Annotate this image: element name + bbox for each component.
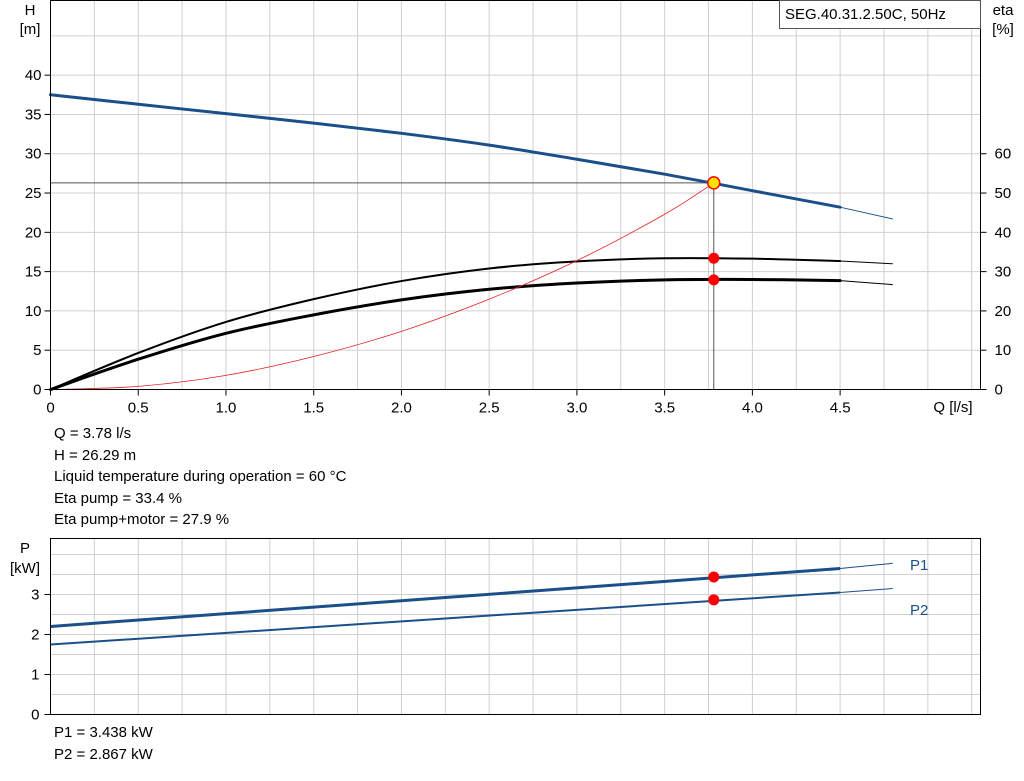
eta-tick-label: 60 <box>995 146 1012 163</box>
eta_total-curve-extension <box>840 280 893 286</box>
power-tick-label: 0 <box>31 707 39 724</box>
p2-readout: P2 = 2.867 kW <box>54 745 153 763</box>
operating-point-info: Q = 3.78 l/s H = 26.29 m Liquid temperat… <box>54 423 346 531</box>
duty-point-marker <box>707 176 721 190</box>
legend-box-label: SEG.40.31.2.50C, 50Hz <box>785 6 946 23</box>
p2-curve-extension <box>840 588 893 593</box>
power-chart-curves <box>50 562 893 646</box>
legend-box <box>779 0 981 29</box>
p1-series-label: P1 <box>910 557 928 574</box>
head-tick-label: 30 <box>25 146 42 163</box>
x-tick-label: 3.5 <box>654 400 675 417</box>
power-chart-grid <box>50 538 981 715</box>
power-tick-label: 2 <box>31 627 39 644</box>
power-tick-label: 3 <box>31 587 39 604</box>
x-tick-label: 1.5 <box>303 400 324 417</box>
x-tick-label: 1.0 <box>216 400 237 417</box>
eta-tick-label: 10 <box>995 342 1012 359</box>
p1-curve-extension <box>840 562 893 569</box>
eta-tick-label: 0 <box>995 382 1003 399</box>
power-axis-title: P <box>20 540 30 557</box>
flow-readout: Q = 3.78 l/s <box>54 425 132 442</box>
head-tick-label: 40 <box>25 67 42 84</box>
head-tick-label: 20 <box>25 224 42 241</box>
head-chart-ticks: 0 0.5 1.0 1.5 2.0 2.5 3.0 3.5 4.0 4.5 0 5 10 15 20 25 30… <box>25 67 1011 416</box>
head-tick-label: 0 <box>33 382 41 399</box>
x-tick-label: 3.0 <box>566 400 587 417</box>
eta-tick-label: 50 <box>995 185 1012 202</box>
head-chart-frame <box>50 0 981 390</box>
eta-tick-label: 20 <box>995 303 1012 320</box>
power-axis-unit: [kW] <box>10 560 40 577</box>
head-tick-label: 15 <box>25 264 42 281</box>
eta-pump-readout: Eta pump = 33.4 % <box>54 489 182 507</box>
head-chart-grid <box>50 0 981 390</box>
power-chart-frame <box>50 538 981 715</box>
head-axis-title: H <box>25 2 36 19</box>
p1-operating-marker <box>708 571 720 583</box>
head-tick-label: 10 <box>25 303 42 320</box>
p1-curve <box>50 567 841 628</box>
temperature-readout: Liquid temperature during operation = 60… <box>54 468 347 485</box>
eta-pump-operating-marker <box>708 252 720 264</box>
head-tick-label: 25 <box>25 185 42 202</box>
head-tick-label: 35 <box>25 106 42 123</box>
x-tick-label: 2.5 <box>479 400 500 417</box>
x-tick-label: 4.0 <box>742 400 763 417</box>
eta-axis-title: eta <box>993 2 1015 19</box>
p2-operating-marker <box>708 594 720 606</box>
eta-tick-label: 40 <box>995 224 1012 241</box>
system-curve <box>50 182 715 390</box>
x-tick-label: 0.5 <box>128 400 149 417</box>
power-tick-label: 1 <box>31 667 39 684</box>
eta-tick-label: 30 <box>995 264 1012 281</box>
p2-curve <box>50 591 841 646</box>
power-chart-ticks: 0 1 2 3 <box>31 587 51 724</box>
eta_pump-curve-extension <box>840 260 893 265</box>
power-info: P1 = 3.438 kW P2 = 2.867 kW <box>54 722 153 765</box>
head-readout: H = 26.29 m <box>54 446 137 464</box>
head-axis-unit: [m] <box>20 21 41 38</box>
eta-axis-unit: [%] <box>992 21 1014 38</box>
flow-axis-title: Q [l/s] <box>933 399 972 416</box>
x-tick-label: 4.5 <box>830 400 851 417</box>
eta-total-operating-marker <box>708 274 720 286</box>
x-tick-label: 2.0 <box>391 400 412 417</box>
x-tick-label: 0 <box>46 400 54 417</box>
p1-readout: P1 = 3.438 kW <box>54 724 153 741</box>
head-tick-label: 5 <box>33 342 41 359</box>
head-curve-extension <box>840 206 893 220</box>
p2-series-label: P2 <box>910 602 928 619</box>
eta-total-readout: Eta pump+motor = 27.9 % <box>54 511 230 528</box>
head-chart-curves <box>49 93 893 391</box>
